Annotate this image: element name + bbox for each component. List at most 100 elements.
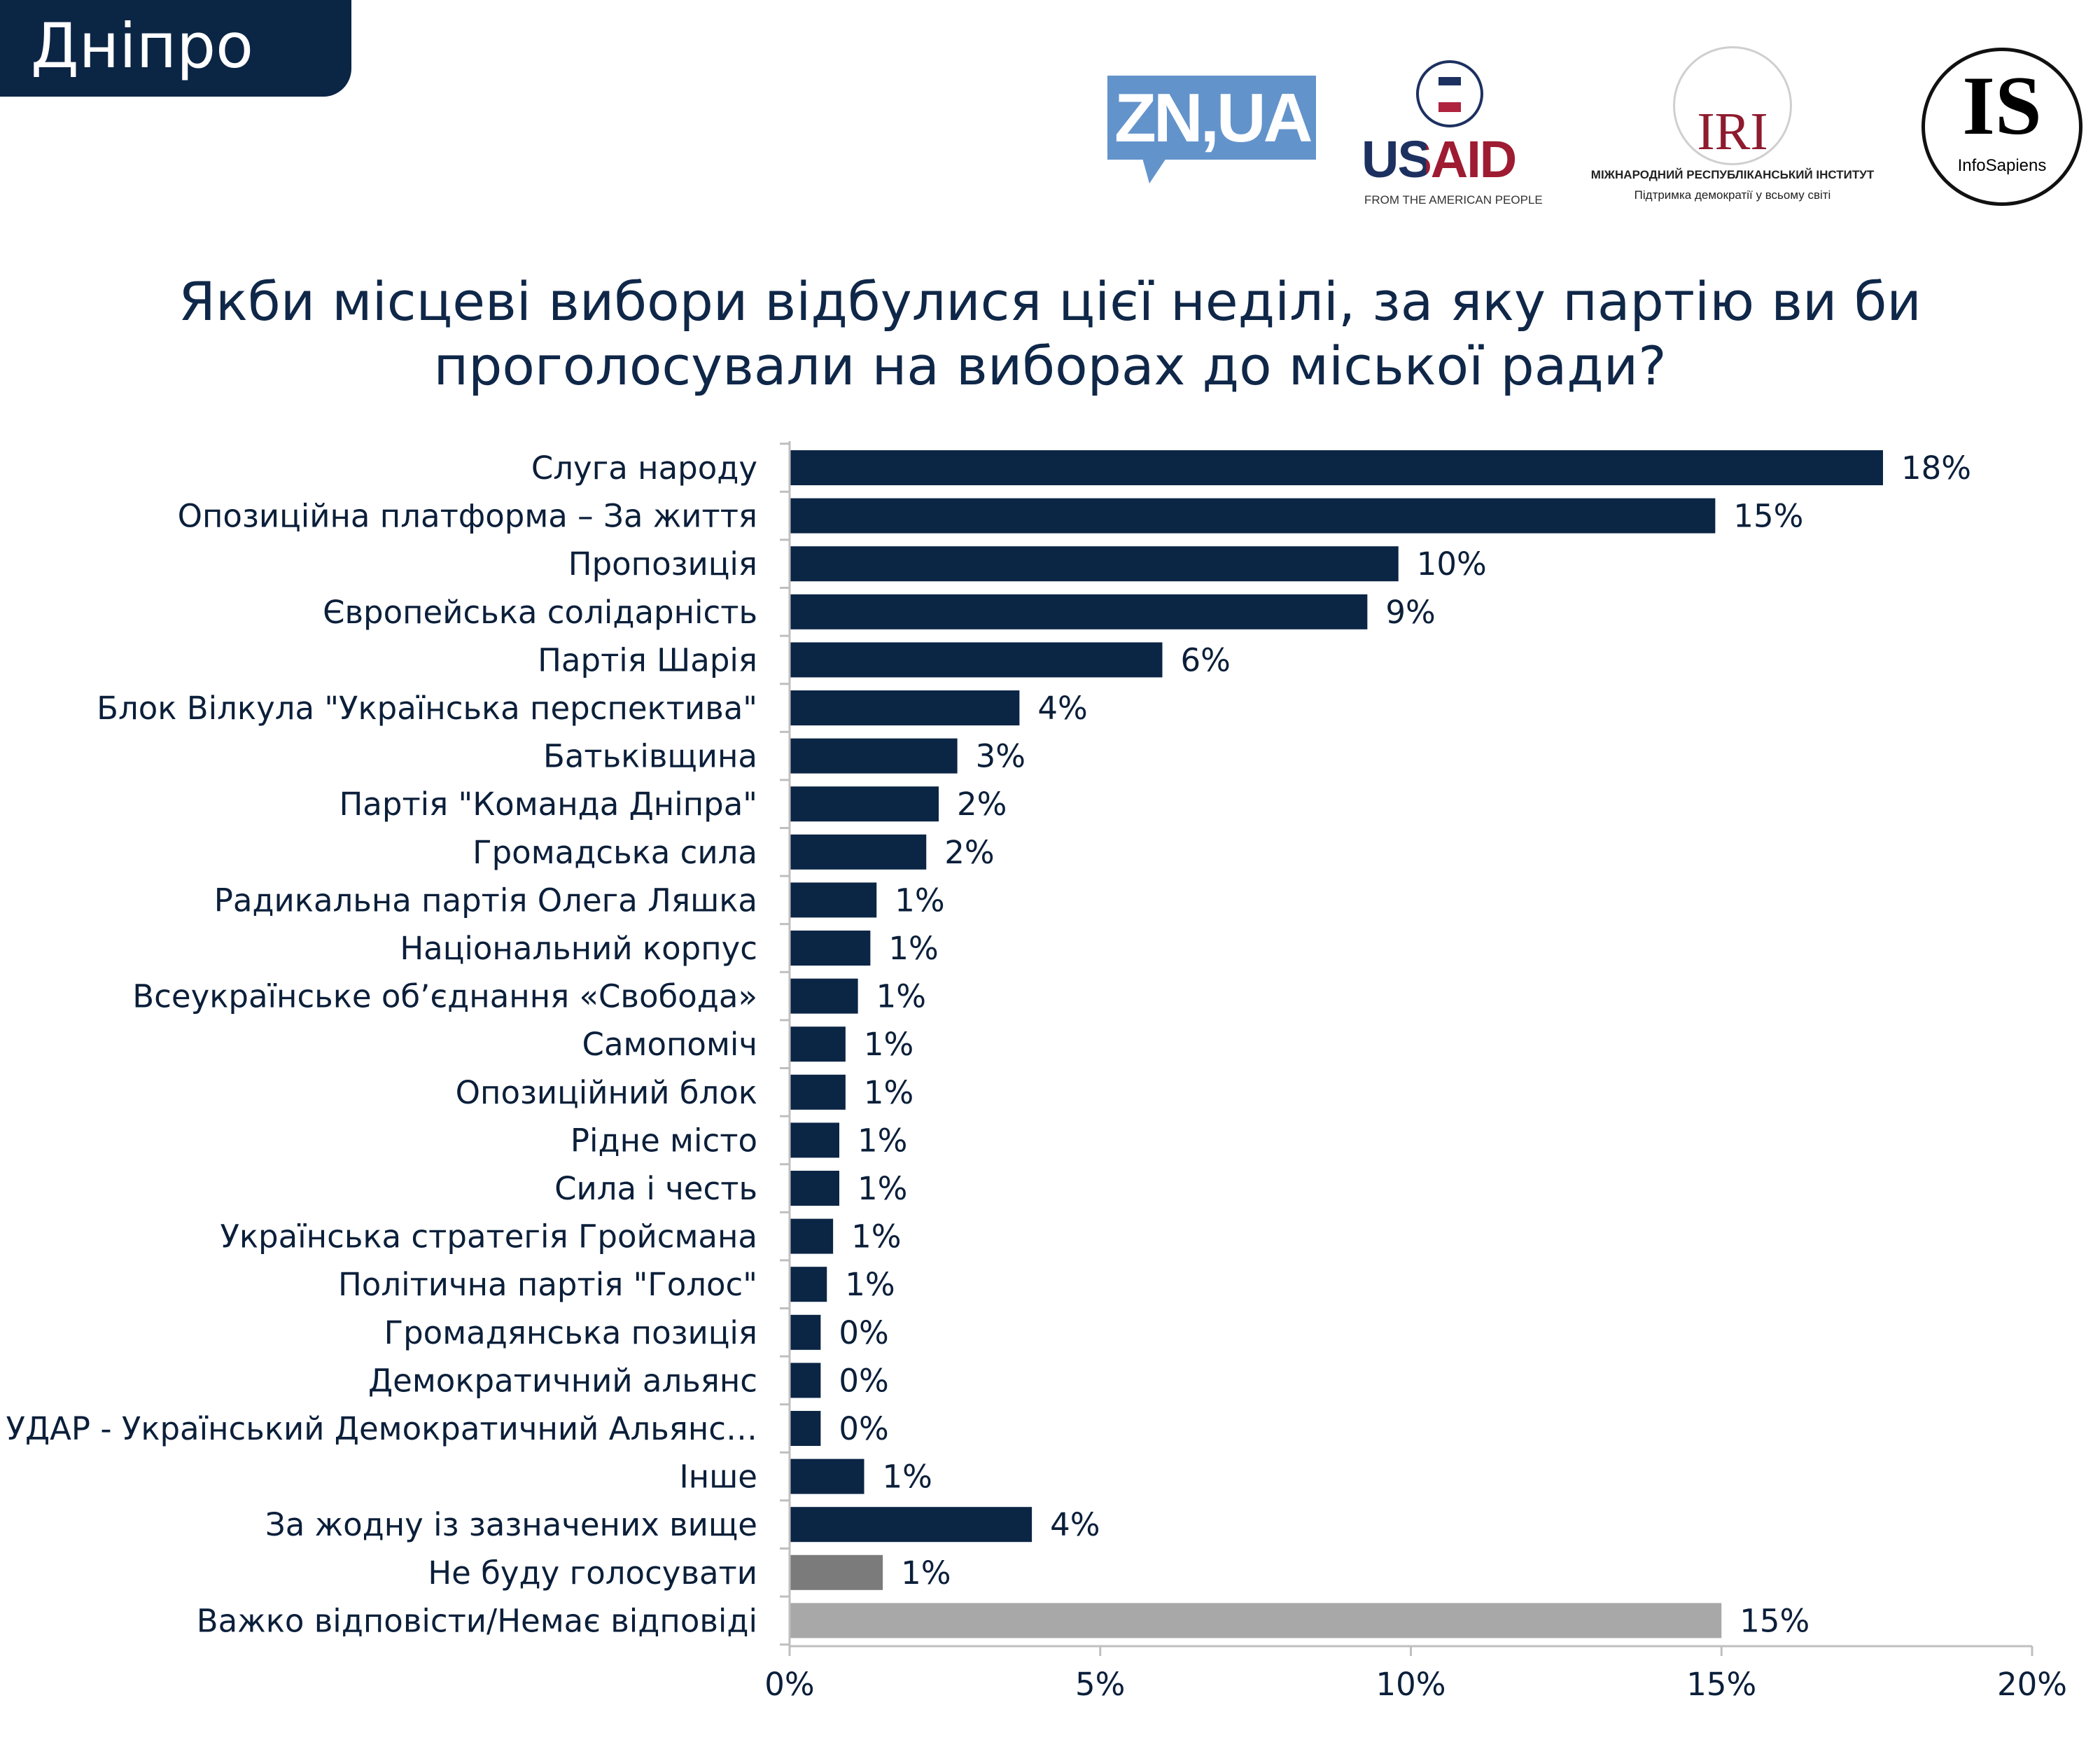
category-label: Не буду голосувати [428, 1554, 757, 1592]
bar [790, 1218, 834, 1254]
value-label: 1% [858, 1122, 907, 1159]
globe-icon [1673, 46, 1792, 165]
bar [790, 1171, 839, 1206]
value-label: 18% [1901, 450, 1971, 487]
bar [790, 978, 858, 1014]
bar [790, 1122, 839, 1158]
value-label: 1% [864, 1074, 913, 1111]
category-label: Рідне місто [570, 1122, 757, 1159]
value-label: 3% [976, 738, 1026, 775]
category-label: УДАР - Український Демократичний Альянс… [6, 1410, 757, 1447]
x-tick-label: 10% [1376, 1666, 1446, 1703]
category-label: Пропозиція [568, 545, 757, 583]
bar [790, 1026, 846, 1062]
value-label: 15% [1733, 498, 1803, 535]
category-label: Європейська солідарність [323, 594, 757, 631]
bar [790, 642, 1163, 678]
chart-title: Якби місцеві вибори відбулися цієї неділ… [0, 270, 2100, 398]
iri-subtitle: Підтримка демократії у всьому світі [1634, 188, 1831, 202]
bar [790, 594, 1368, 629]
value-label: 0% [839, 1314, 888, 1351]
iri-text: IRI [1697, 102, 1768, 161]
value-label: 1% [888, 930, 938, 967]
category-label: Демократичний альянс [368, 1362, 757, 1399]
iri-logo: IRI МІЖНАРОДНИЙ РЕСПУБЛІКАНСЬКИЙ ІНСТИТУ… [1575, 46, 1890, 207]
category-label: Партія "Команда Дніпра" [339, 786, 757, 823]
category-label: Слуга народу [531, 450, 757, 487]
bar [790, 1363, 821, 1398]
bar [790, 1411, 821, 1446]
value-label: 1% [876, 978, 926, 1015]
value-label: 2% [944, 834, 994, 871]
category-label: Всеукраїнське об’єднання «Свобода» [132, 978, 757, 1015]
x-tick-label: 20% [1997, 1666, 2067, 1703]
bar [790, 931, 871, 966]
iri-name: МІЖНАРОДНИЙ РЕСПУБЛІКАНСЬКИЙ ІНСТИТУТ [1590, 168, 1875, 181]
x-tick-label: 0% [764, 1666, 814, 1703]
x-tick-label: 5% [1075, 1666, 1125, 1703]
bar [790, 738, 958, 774]
category-label: Опозиційна платформа – За життя [178, 498, 757, 535]
value-label: 6% [1181, 641, 1231, 678]
value-label: 9% [1385, 594, 1435, 631]
value-label: 4% [1037, 690, 1087, 727]
title-line-2: проголосували на виборах до міської ради… [433, 335, 1667, 397]
value-label: 1% [845, 1266, 895, 1303]
value-label: 1% [858, 1170, 907, 1207]
bar [790, 1074, 846, 1110]
category-label: Сила і честь [554, 1170, 757, 1207]
category-label: Важко відповісти/Немає відповіді [197, 1602, 757, 1639]
usaid-text: USAID [1362, 130, 1517, 188]
title-line-1: Якби місцеві вибори відбулися цієї неділ… [178, 270, 1921, 333]
category-label: Батьківщина [543, 738, 757, 775]
value-label: 0% [839, 1362, 888, 1399]
category-label: Радикальна партія Олега Ляшка [214, 882, 757, 919]
x-tick-label: 15% [1686, 1666, 1756, 1703]
usaid-seal-icon [1416, 60, 1483, 127]
usaid-logo: USAID FROM THE AMERICAN PEOPLE [1362, 60, 1544, 214]
is-subtitle: InfoSapiens [1957, 156, 2047, 175]
category-label: Блок Вілкула "Українська перспектива" [97, 690, 757, 727]
value-label: 0% [839, 1410, 888, 1447]
value-label: 1% [864, 1026, 913, 1063]
bar [790, 1603, 1722, 1638]
category-label: Політична партія "Голос" [338, 1266, 757, 1303]
value-label: 4% [1050, 1506, 1100, 1543]
category-label: Інше [679, 1459, 757, 1496]
bar [790, 690, 1020, 725]
bar [790, 1459, 864, 1494]
bar [790, 1507, 1032, 1543]
bar [790, 1314, 821, 1350]
city-badge: Дніпро [0, 0, 351, 97]
category-label: Українська стратегія Гройсмана [220, 1218, 757, 1255]
value-label: 1% [901, 1554, 951, 1592]
value-label: 1% [895, 882, 944, 919]
category-label: Опозиційний блок [456, 1074, 757, 1111]
value-label: 1% [851, 1218, 901, 1255]
category-label: Партія Шарія [538, 641, 757, 678]
category-label: Самопоміч [582, 1026, 757, 1063]
bar [790, 450, 1883, 485]
city-name: Дніпро [31, 10, 253, 82]
category-label: Громадянська позиція [384, 1314, 757, 1351]
bar [790, 1554, 883, 1590]
category-label: Національний корпус [400, 930, 757, 967]
value-label: 2% [957, 786, 1007, 823]
bar [790, 834, 927, 870]
zn-logo-text: ZN,UA [1114, 79, 1312, 156]
bar [790, 1267, 827, 1302]
usaid-subtitle: FROM THE AMERICAN PEOPLE [1364, 193, 1543, 207]
infosapiens-logo: IS InfoSapiens [1921, 48, 2082, 206]
category-label: Громадська сила [472, 834, 757, 871]
bar [790, 882, 877, 918]
bar [790, 786, 939, 822]
bar [790, 498, 1716, 534]
zn-ua-logo: ZN,UA [1107, 76, 1316, 183]
category-label: За жодну із зазначених вище [265, 1506, 757, 1543]
value-label: 10% [1417, 545, 1487, 583]
value-label: 1% [883, 1459, 932, 1496]
value-label: 15% [1740, 1602, 1809, 1639]
is-text: IS [1962, 59, 2042, 152]
bar [790, 546, 1399, 582]
